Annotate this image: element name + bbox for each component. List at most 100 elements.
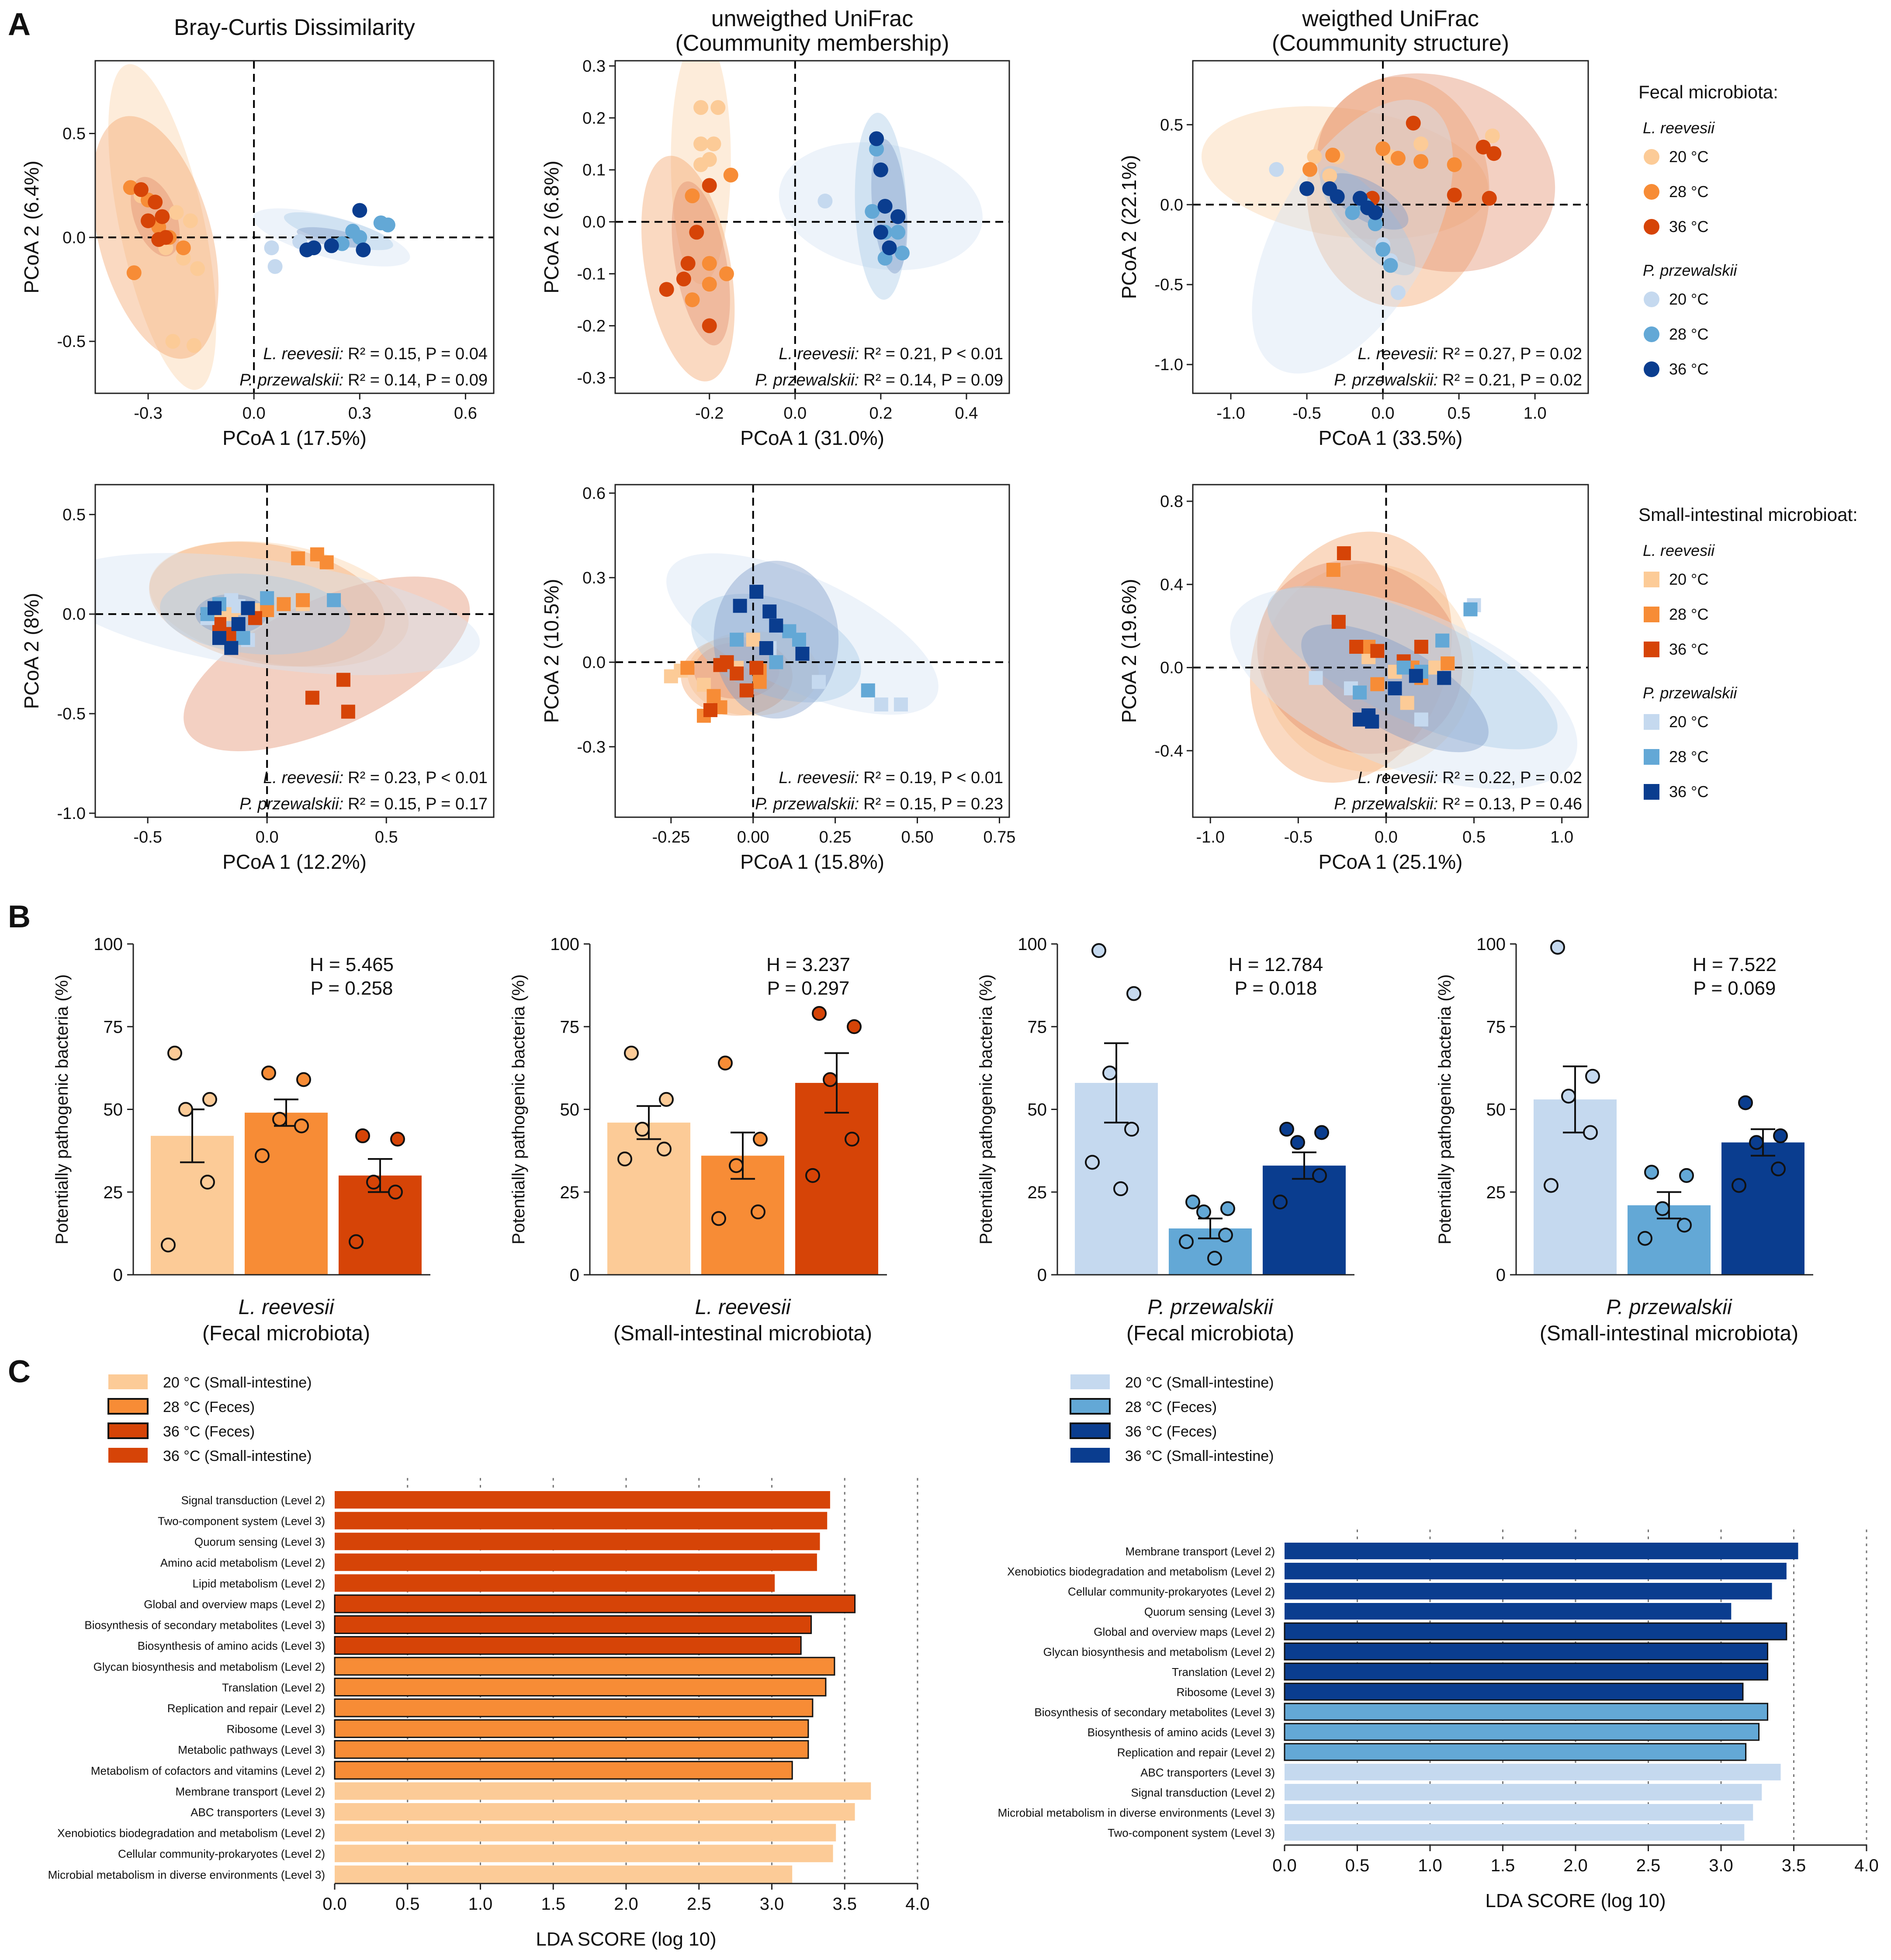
y-tick-label: 0.0	[582, 653, 606, 672]
point-pp28	[1368, 216, 1383, 232]
x-tick-label: 4.0	[1854, 1856, 1879, 1875]
y-tick-label: -0.4	[1155, 742, 1183, 760]
lda-bar-pp20	[1285, 1804, 1753, 1821]
x-axis-label: PCoA 1 (31.0%)	[740, 427, 884, 449]
point-lr36	[1331, 614, 1346, 629]
stat-species: P. przewalskii:	[239, 795, 343, 813]
bar-chart-pp-small: 0 25 50 75 100 Potentially pathogenic bacteri…	[1435, 935, 1813, 1345]
data-point-lr20	[202, 1092, 217, 1107]
lda-bar-lr36	[335, 1491, 830, 1509]
y-tick-label: 25	[1486, 1183, 1506, 1202]
y-tick-label: 25	[104, 1183, 123, 1202]
point-lr36	[1482, 191, 1497, 206]
lda-bar-label: Cellular community-prokaryotes (Level 2)	[118, 1847, 325, 1860]
data-point-lr28	[751, 1204, 765, 1220]
x-tick-label: -0.2	[695, 404, 724, 423]
legend-marker-lr36	[1644, 642, 1659, 657]
y-tick-label: 0.2	[582, 109, 606, 128]
stat-annotation: L. reevesii: R² = 0.22, P = 0.02	[1358, 769, 1582, 787]
x-axis-species: P. przewalskii	[1606, 1296, 1732, 1319]
legend-temp-label: 28 °C	[1669, 605, 1708, 623]
stat-species: L. reevesii:	[779, 345, 859, 363]
x-axis-label: PCoA 1 (17.5%)	[222, 427, 367, 449]
point-lr20	[693, 100, 709, 115]
plot-frame	[94, 484, 495, 818]
lda-bar-label: Xenobiotics biodegradation and metabolis…	[57, 1827, 325, 1840]
x-tick-label: 3.5	[832, 1894, 857, 1914]
stat-r2: R² = 0.27,	[1442, 345, 1516, 363]
point-lr20	[693, 136, 709, 152]
legend-lr-name: L. reevesii	[1643, 541, 1715, 559]
stat-annotation: P. przewalskii: R² = 0.21, P = 0.02	[1334, 371, 1582, 389]
point-lr36	[336, 673, 350, 687]
point-lr28	[1413, 154, 1429, 169]
point-pp28	[327, 593, 341, 607]
point-lr36	[676, 271, 691, 287]
point-lr28	[1441, 656, 1455, 671]
point-lr28	[719, 266, 734, 281]
lda-bar-lr28	[334, 1740, 809, 1759]
ellipse-lr28	[1307, 76, 1489, 307]
point-pp36	[224, 641, 239, 655]
chart-title: unweigthed UniFrac	[711, 6, 913, 31]
lda-bar-pp20	[1285, 1764, 1781, 1780]
y-tick-label: -0.1	[577, 265, 606, 284]
stat-h: H = 3.237	[766, 954, 850, 975]
data-point-lr20	[200, 1175, 215, 1190]
data-point-lr28	[711, 1211, 726, 1226]
stat-species: P. przewalskii:	[755, 371, 859, 389]
point-lr28	[1390, 151, 1406, 166]
point-pp20	[1269, 162, 1284, 177]
point-pp28	[861, 683, 875, 697]
lda-bar-label: Xenobiotics biodegradation and metabolis…	[1007, 1565, 1275, 1578]
data-point-lr20	[167, 1045, 182, 1061]
lda-bar-label: Two-component system (Level 3)	[158, 1515, 325, 1528]
legend-label: 36 °C (Small-intestine)	[1125, 1448, 1274, 1464]
data-point-lr28	[294, 1118, 309, 1134]
lda-bar-lr28	[334, 1761, 793, 1780]
lda-bar-lr28	[334, 1698, 814, 1717]
lda-bar-label: Ribosome (Level 3)	[1177, 1686, 1275, 1699]
lda-bar-pp28	[1284, 1723, 1760, 1741]
bar-chart-lr-small: 0 25 50 75 100 Potentially pathogenic bacteri…	[509, 935, 887, 1345]
x-tick-label: 0.0	[256, 828, 279, 846]
bar-pp36	[1263, 1166, 1346, 1275]
legend-temp-label: 28 °C	[1669, 325, 1708, 343]
data-point-pp36	[1312, 1168, 1327, 1183]
legend-marker-lr28	[1644, 607, 1659, 622]
data-point-pp20	[1126, 986, 1141, 1001]
y-tick-label: 75	[1486, 1017, 1506, 1037]
point-pp36	[795, 646, 810, 661]
data-point-pp36	[1290, 1135, 1305, 1150]
ellipse-lr20	[671, 61, 731, 284]
point-pp36	[352, 203, 367, 218]
lda-chart-lr: 20 °C (Small-intestine) 28 °C (Feces) 36 °…	[48, 1374, 930, 1950]
chart-subtitle: (Coummunity membership)	[675, 31, 949, 56]
data-point-lr28	[753, 1131, 768, 1147]
stat-h: H = 5.465	[310, 954, 394, 975]
stat-h: H = 7.522	[1693, 954, 1777, 975]
point-lr36	[212, 617, 226, 631]
legend-temp-label: 36 °C	[1669, 360, 1708, 378]
stat-species: L. reevesii:	[263, 345, 343, 363]
ellipse-pp20	[1252, 100, 1453, 374]
point-pp36	[356, 242, 371, 257]
stat-p: P = 0.23	[941, 795, 1003, 813]
x-tick-label: 0.5	[395, 1894, 420, 1914]
bar-chart-lr-fecal: 0 25 50 75 100 Potentially pathogenic bacteri…	[52, 935, 430, 1345]
lda-chart-pp: 20 °C (Small-intestine) 28 °C (Feces) 36 °…	[998, 1374, 1879, 1911]
lda-bar-lr36	[334, 1594, 856, 1613]
lda-bar-label: Biosynthesis of amino acids (Level 3)	[138, 1639, 325, 1652]
point-lr28	[680, 661, 695, 675]
stat-species: P. przewalskii:	[1334, 371, 1438, 389]
x-tick-label: -0.3	[134, 404, 162, 423]
point-lr36	[133, 182, 149, 197]
data-point-lr28	[296, 1072, 311, 1087]
y-tick-label: 25	[560, 1183, 580, 1202]
plot-frame	[1192, 484, 1589, 818]
bar-chart-pp-fecal: 0 25 50 75 100 Potentially pathogenic bacteri…	[977, 935, 1354, 1345]
point-lr20	[1307, 149, 1322, 164]
point-lr36	[148, 194, 163, 210]
point-lr36	[659, 282, 674, 297]
